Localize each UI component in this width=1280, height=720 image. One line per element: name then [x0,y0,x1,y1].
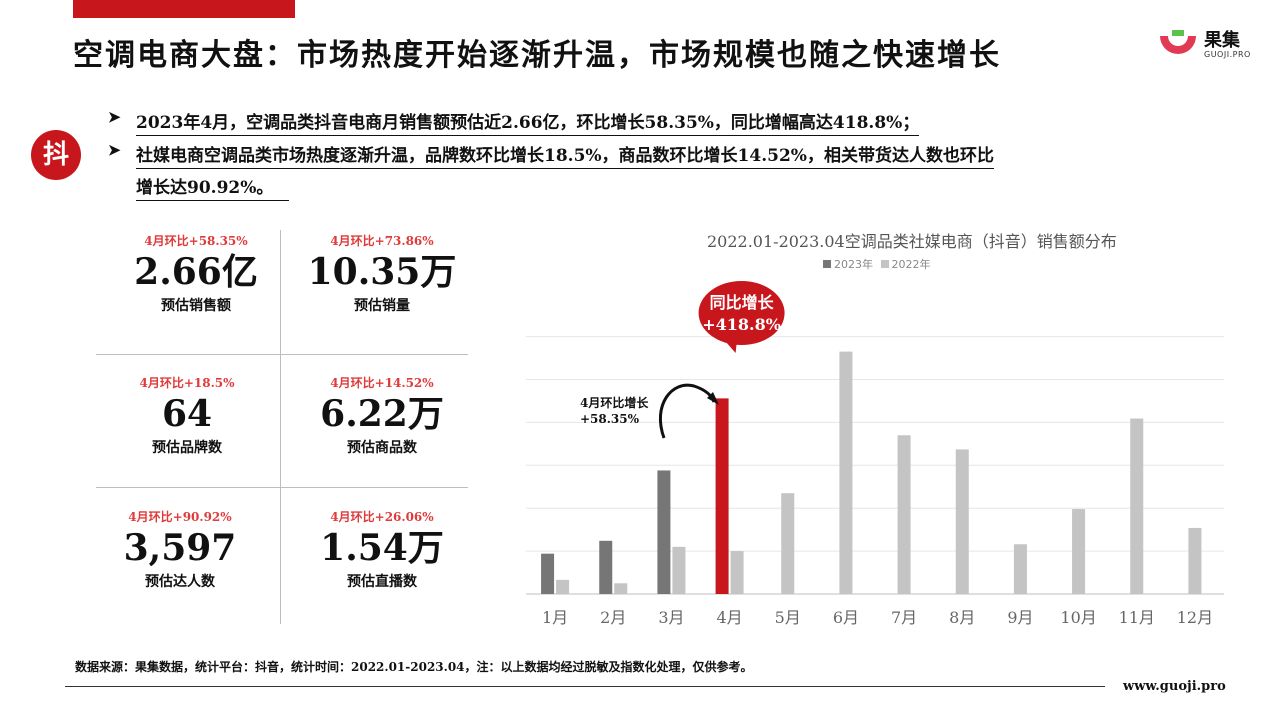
brand-logo: 果集 GUOJI.PRO [1158,26,1251,66]
stat-creator-count: 4月环比+90.92% 3,597 预估达人数 [88,508,272,591]
bar-2023 [657,470,671,594]
bar-2022 [1188,527,1202,594]
stat-change: 4月环比+90.92% [128,510,232,524]
bar-2022 [672,546,686,594]
legend-swatch-2022 [880,260,889,268]
stat-label: 预估达人数 [145,574,215,590]
x-tick-label: 12月 [1177,608,1213,627]
x-tick-label: 5月 [775,608,801,627]
bar-2022 [1130,418,1144,594]
bar-2023 [599,540,613,594]
x-tick-label: 6月 [833,608,859,627]
arrow-bullet-icon: ➤ [108,141,121,159]
stat-brand-count: 4月环比+18.5% 64 预估品牌数 [95,374,279,457]
stat-label: 预估商品数 [347,440,417,456]
stat-value: 1.54万 [320,527,444,569]
x-tick-label: 10月 [1060,608,1096,627]
stats-divider-horizontal [96,487,468,488]
stat-value: 64 [161,393,213,435]
stat-sales-amount: 4月环比+58.35% 2.66亿 预估销售额 [104,232,288,315]
platform-badge: 抖 [31,130,81,180]
stat-change: 4月环比+58.35% [144,234,248,248]
bullet-text: 社媒电商空调品类市场热度逐渐升温，品牌数环比增长18.5%，商品数环比增长14.… [136,141,994,169]
bar-2022 [897,435,911,594]
stat-change: 4月环比+73.86% [330,234,434,248]
legend-swatch-2023 [823,260,831,268]
x-tick-label: 8月 [949,608,975,627]
stat-sales-volume: 4月环比+73.86% 10.35万 预估销量 [290,232,474,315]
logo-text-en: GUOJI.PRO [1204,50,1251,59]
bar-2022 [839,351,853,594]
stat-label: 预估直播数 [347,574,417,590]
logo-icon [1160,30,1196,54]
stat-label: 预估销量 [354,298,410,314]
stat-change: 4月环比+18.5% [139,376,235,390]
bar-2022 [781,493,795,594]
callout-yoy-value: +418.8% [702,315,781,334]
bar-2022 [614,583,628,594]
bar-2022 [730,551,744,594]
stat-live-count: 4月环比+26.06% 1.54万 预估直播数 [290,508,474,591]
x-tick-label: 1月 [542,608,568,627]
mom-annotation-value: +58.35% [580,412,640,426]
legend-label-2022: 2022年 [891,258,931,271]
top-accent-bar [73,0,295,18]
bullet-text: 增长达90.92%。 [136,173,290,201]
page-title: 空调电商大盘：市场热度开始逐渐升温，市场规模也随之快速增长 [73,38,1001,73]
bar-2022 [556,579,570,594]
bar-2023 [715,398,729,594]
stats-divider-vertical [280,230,281,624]
stat-change: 4月环比+26.06% [330,510,434,524]
legend-label-2023: 2023年 [834,258,873,271]
x-tick-label: 11月 [1119,608,1155,627]
chart-title: 2022.01-2023.04空调品类社媒电商（抖音）销售额分布 [707,232,1117,251]
callout-bubble [698,281,785,345]
stats-divider-horizontal [96,354,468,355]
x-tick-label: 3月 [658,608,684,627]
stat-value: 10.35万 [307,251,457,293]
bar-2023 [541,553,555,594]
stat-change: 4月环比+14.52% [330,376,434,390]
curved-arrow [658,383,716,439]
bar-2022 [955,449,969,594]
bar-2022 [1013,544,1027,594]
data-source-note: 数据来源：果集数据，统计平台：抖音，统计时间：2022.01-2023.04，注… [75,660,753,674]
x-tick-label: 9月 [1007,608,1033,627]
bar-2022 [1072,509,1086,594]
stat-value: 2.66亿 [134,251,258,293]
stat-value: 6.22万 [320,393,444,435]
stat-value: 3,597 [123,527,237,569]
bullet-text: 2023年4月，空调品类抖音电商月销售额预估近2.66亿，环比增长58.35%，… [136,108,920,136]
curved-arrow-head [707,392,719,405]
mom-annotation-label: 4月环比增长 [580,395,649,410]
logo-text-cn: 果集 [1204,30,1240,51]
x-tick-label: 7月 [891,608,917,627]
x-tick-label: 2月 [600,608,626,627]
x-tick-label: 4月 [716,608,742,627]
chart-legend: 2023年 2022年 [823,256,931,272]
callout-yoy-label: 同比增长 [710,293,775,312]
stat-product-count: 4月环比+14.52% 6.22万 预估商品数 [290,374,474,457]
stat-label: 预估销售额 [161,298,231,314]
arrow-bullet-icon: ➤ [108,108,121,126]
footer-divider [65,686,1105,687]
stat-label: 预估品牌数 [152,440,222,456]
footer-site-url: www.guoji.pro [1123,679,1226,694]
